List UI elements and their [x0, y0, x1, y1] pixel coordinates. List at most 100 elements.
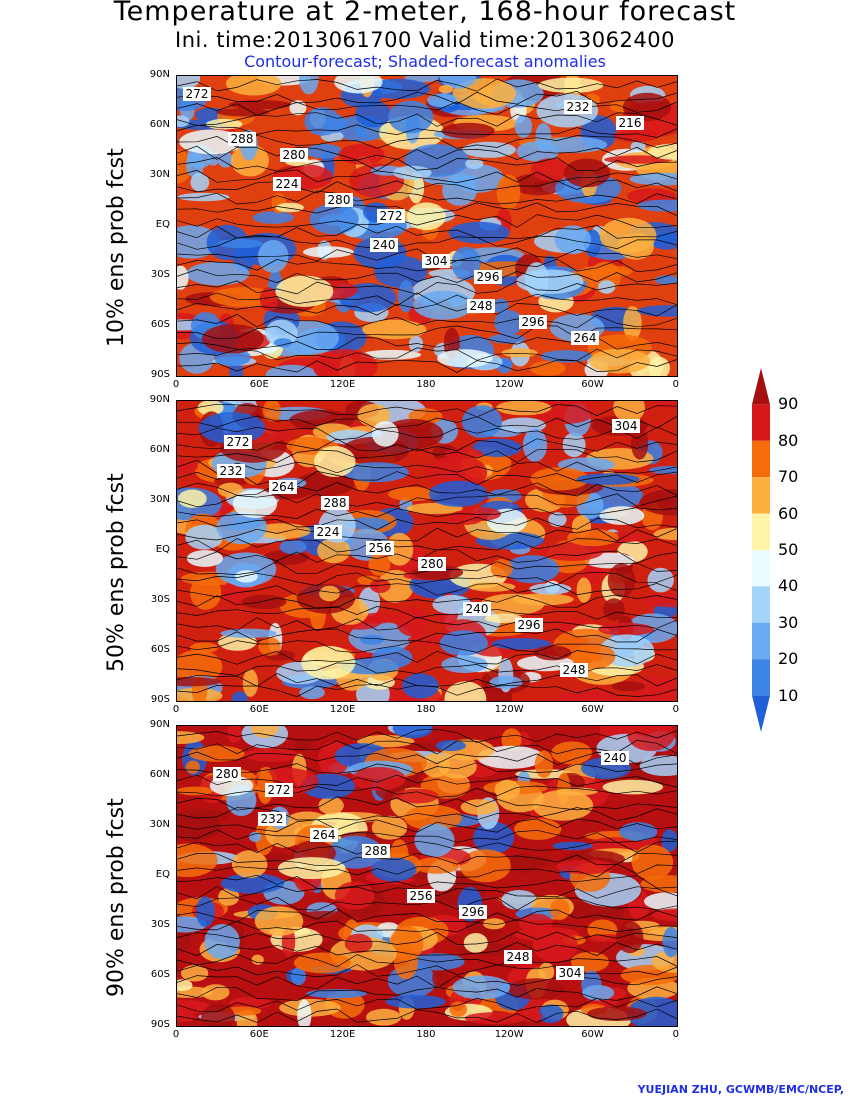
svg-text:272: 272	[268, 783, 291, 797]
contour-label: 296	[459, 905, 487, 919]
contour-label: 296	[474, 270, 502, 284]
contour-label: 264	[571, 331, 599, 345]
colorbar-segment	[752, 586, 770, 623]
map-panel-1: 272 280 272 296 264 288 280 304 296 216 224 240 248 2…	[176, 75, 678, 377]
contour-label: 240	[370, 238, 398, 252]
contour-label: 232	[217, 464, 245, 478]
svg-text:232: 232	[220, 464, 243, 478]
lat-tick-label: 90S	[150, 369, 170, 380]
contour-label: 288	[228, 132, 256, 146]
contour-label: 304	[422, 254, 450, 268]
svg-text:304: 304	[559, 966, 582, 980]
lon-tick-label: 60W	[581, 1029, 604, 1040]
map-panel-3: 272 288 296 304 280 264 256 248 240 232	[176, 725, 678, 1027]
map-panel-2: 272 288 280 296 304 264 256 240 248 232 224	[176, 400, 678, 702]
anomaly-map: 272 288 296 304 280 264 256 248 240 232	[177, 726, 677, 1026]
contour-label: 256	[366, 541, 394, 555]
colorbar-label: 40	[778, 576, 799, 596]
svg-text:224: 224	[276, 177, 299, 191]
colorbar-label: 10	[778, 685, 799, 705]
svg-text:232: 232	[567, 100, 590, 114]
svg-text:280: 280	[421, 557, 444, 571]
lat-tick-label: 30S	[150, 269, 170, 280]
lon-tick-label: 0	[172, 379, 180, 390]
lon-tick-label: 0	[172, 704, 180, 715]
contour-label: 224	[314, 525, 342, 539]
lat-tick-label: 30S	[150, 594, 170, 605]
lat-tick-label: 60S	[150, 969, 170, 980]
panel-label: 50% ens prob fcst	[104, 473, 129, 672]
lat-tick-label: 90S	[150, 694, 170, 705]
lon-tick-label: 120E	[329, 704, 356, 715]
contour-label: 232	[564, 100, 592, 114]
svg-text:264: 264	[574, 331, 597, 345]
panel-label: 90% ens prob fcst	[104, 798, 129, 997]
svg-text:296: 296	[518, 618, 541, 632]
svg-text:248: 248	[563, 663, 586, 677]
contour-label: 232	[258, 812, 286, 826]
svg-text:280: 280	[283, 148, 306, 162]
lon-tick-label: 60W	[581, 379, 604, 390]
lon-tick-label: 60E	[249, 704, 269, 715]
contour-label: 288	[362, 844, 390, 858]
svg-text:288: 288	[324, 496, 347, 510]
contour-label: 224	[273, 177, 301, 191]
lat-tick-label: 90S	[150, 1019, 170, 1030]
colorbar-segment	[752, 622, 770, 660]
contour-label: 264	[310, 828, 338, 842]
lon-tick-label: 60E	[249, 1029, 269, 1040]
colorbar-segment	[752, 513, 770, 550]
lon-tick-label: 0	[672, 1029, 679, 1040]
contour-label: 248	[467, 299, 495, 313]
svg-text:288: 288	[231, 132, 254, 146]
contour-label: 288	[321, 496, 349, 510]
chart-title: Temperature at 2-meter, 168-hour forecas…	[113, 0, 737, 27]
svg-text:248: 248	[507, 950, 530, 964]
contour-label: 248	[504, 950, 532, 964]
svg-text:224: 224	[317, 525, 340, 539]
lat-tick-label: 60N	[149, 119, 170, 130]
contour-label: 272	[265, 783, 293, 797]
anomaly-map: 272 288 280 296 304 264 256 240 248 232 224	[177, 401, 677, 701]
contour-label: 304	[612, 419, 640, 433]
svg-text:248: 248	[470, 299, 493, 313]
lat-tick-label: 60S	[150, 644, 170, 655]
contour-label: 240	[601, 751, 629, 765]
colorbar	[752, 368, 770, 732]
svg-text:296: 296	[477, 270, 500, 284]
contour-label: 304	[556, 966, 584, 980]
lon-tick-label: 0	[172, 1029, 180, 1040]
lon-tick-label: 180	[416, 379, 436, 390]
contour-label: 272	[224, 435, 252, 449]
lat-tick-label: 60N	[149, 769, 170, 780]
contour-label: 272	[377, 209, 405, 223]
lon-tick-label: 60W	[581, 704, 604, 715]
colorbar-segment	[752, 550, 770, 587]
anomaly-map: 272 280 272 296 264 288 280 304 296 216 224 240 248 2…	[177, 76, 677, 376]
colorbar-label: 30	[778, 612, 799, 632]
time-info: Ini. time:2013061700 Valid time:20130624…	[175, 28, 675, 52]
colorbar-label: 70	[778, 467, 799, 487]
colorbar-segment	[752, 477, 770, 514]
lat-tick-label: 60N	[149, 444, 170, 455]
lat-tick-label: 90N	[149, 719, 170, 730]
svg-text:296: 296	[522, 315, 545, 329]
lon-tick-label: 0	[672, 704, 679, 715]
lat-tick-label: 90N	[149, 394, 170, 405]
lon-tick-label: 120W	[494, 1029, 524, 1040]
credit-text: YUEJIAN ZHU, GCWMB/EMC/NCEP,	[637, 1083, 844, 1096]
colorbar-segment	[752, 368, 770, 405]
contour-label: 296	[519, 315, 547, 329]
colorbar-segment	[752, 695, 770, 732]
contour-label: 240	[463, 602, 491, 616]
contour-label: 296	[515, 618, 543, 632]
colorbar-segment	[752, 440, 770, 478]
lat-tick-label: 90N	[149, 69, 170, 80]
lon-tick-label: 120W	[494, 379, 524, 390]
lon-tick-label: 120W	[494, 704, 524, 715]
colorbar-segment	[752, 404, 770, 441]
svg-text:264: 264	[313, 828, 336, 842]
svg-text:272: 272	[380, 209, 403, 223]
svg-text:240: 240	[373, 238, 396, 252]
colorbar-label: 90	[778, 394, 799, 414]
